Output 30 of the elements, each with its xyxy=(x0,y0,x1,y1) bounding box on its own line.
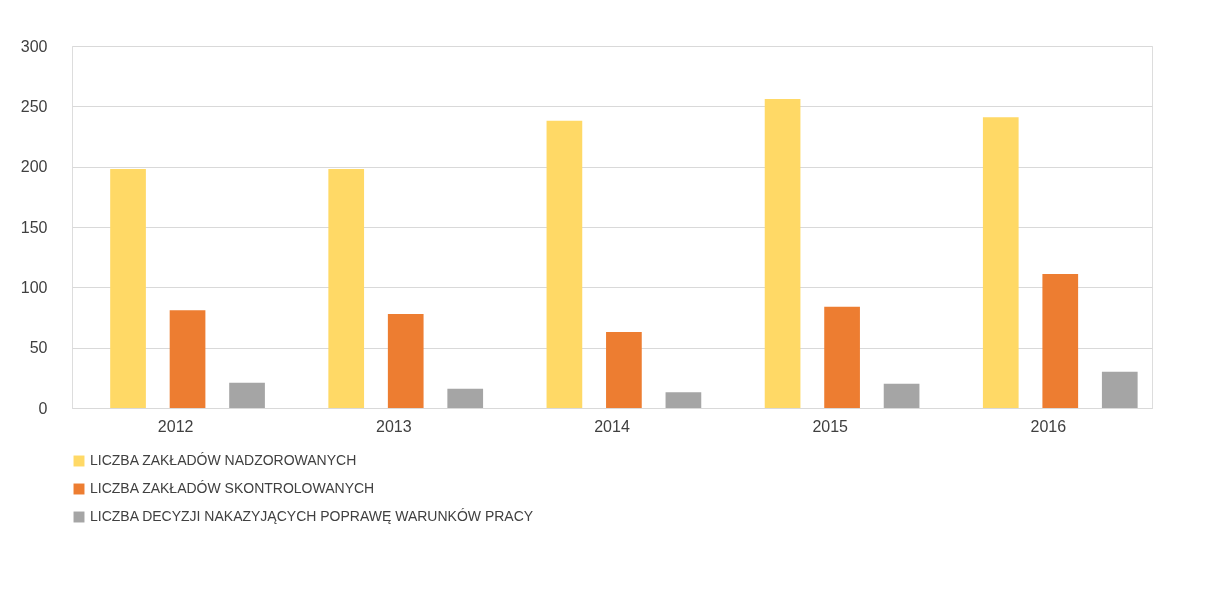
bar xyxy=(1101,371,1138,408)
bar xyxy=(883,383,920,408)
y-tick-label: 250 xyxy=(20,97,48,115)
legend-label: LICZBA DECYZJI NAKAZYJĄCYCH POPRAWĘ WARUNKÓW PRACY xyxy=(90,508,534,524)
y-tick-label: 200 xyxy=(20,158,48,176)
bar xyxy=(447,388,484,408)
bar xyxy=(982,117,1019,408)
bar xyxy=(606,331,642,408)
bar xyxy=(665,392,702,408)
bar xyxy=(229,382,265,408)
bar xyxy=(1042,274,1079,408)
legend-label: LICZBA ZAKŁADÓW NADZOROWANYCH xyxy=(90,452,357,468)
y-tick-label: 150 xyxy=(20,218,48,236)
legend-label: LICZBA ZAKŁADÓW SKONTROLOWANYCH xyxy=(90,480,375,496)
x-tick-label: 2013 xyxy=(376,417,412,435)
bar xyxy=(824,306,860,408)
bar xyxy=(328,169,365,408)
x-tick-label: 2014 xyxy=(594,417,630,435)
bar xyxy=(169,310,206,408)
y-tick-label: 300 xyxy=(20,37,48,55)
y-tick-label: 100 xyxy=(20,278,48,296)
bar xyxy=(110,169,146,408)
x-tick-label: 2015 xyxy=(812,417,849,435)
bar xyxy=(387,313,424,408)
y-tick-label: 50 xyxy=(29,339,48,357)
y-tick-label: 0 xyxy=(38,399,48,417)
x-tick-label: 2012 xyxy=(157,417,194,435)
x-tick-label: 2016 xyxy=(1030,417,1067,435)
bar xyxy=(546,120,583,408)
bar xyxy=(764,99,801,408)
